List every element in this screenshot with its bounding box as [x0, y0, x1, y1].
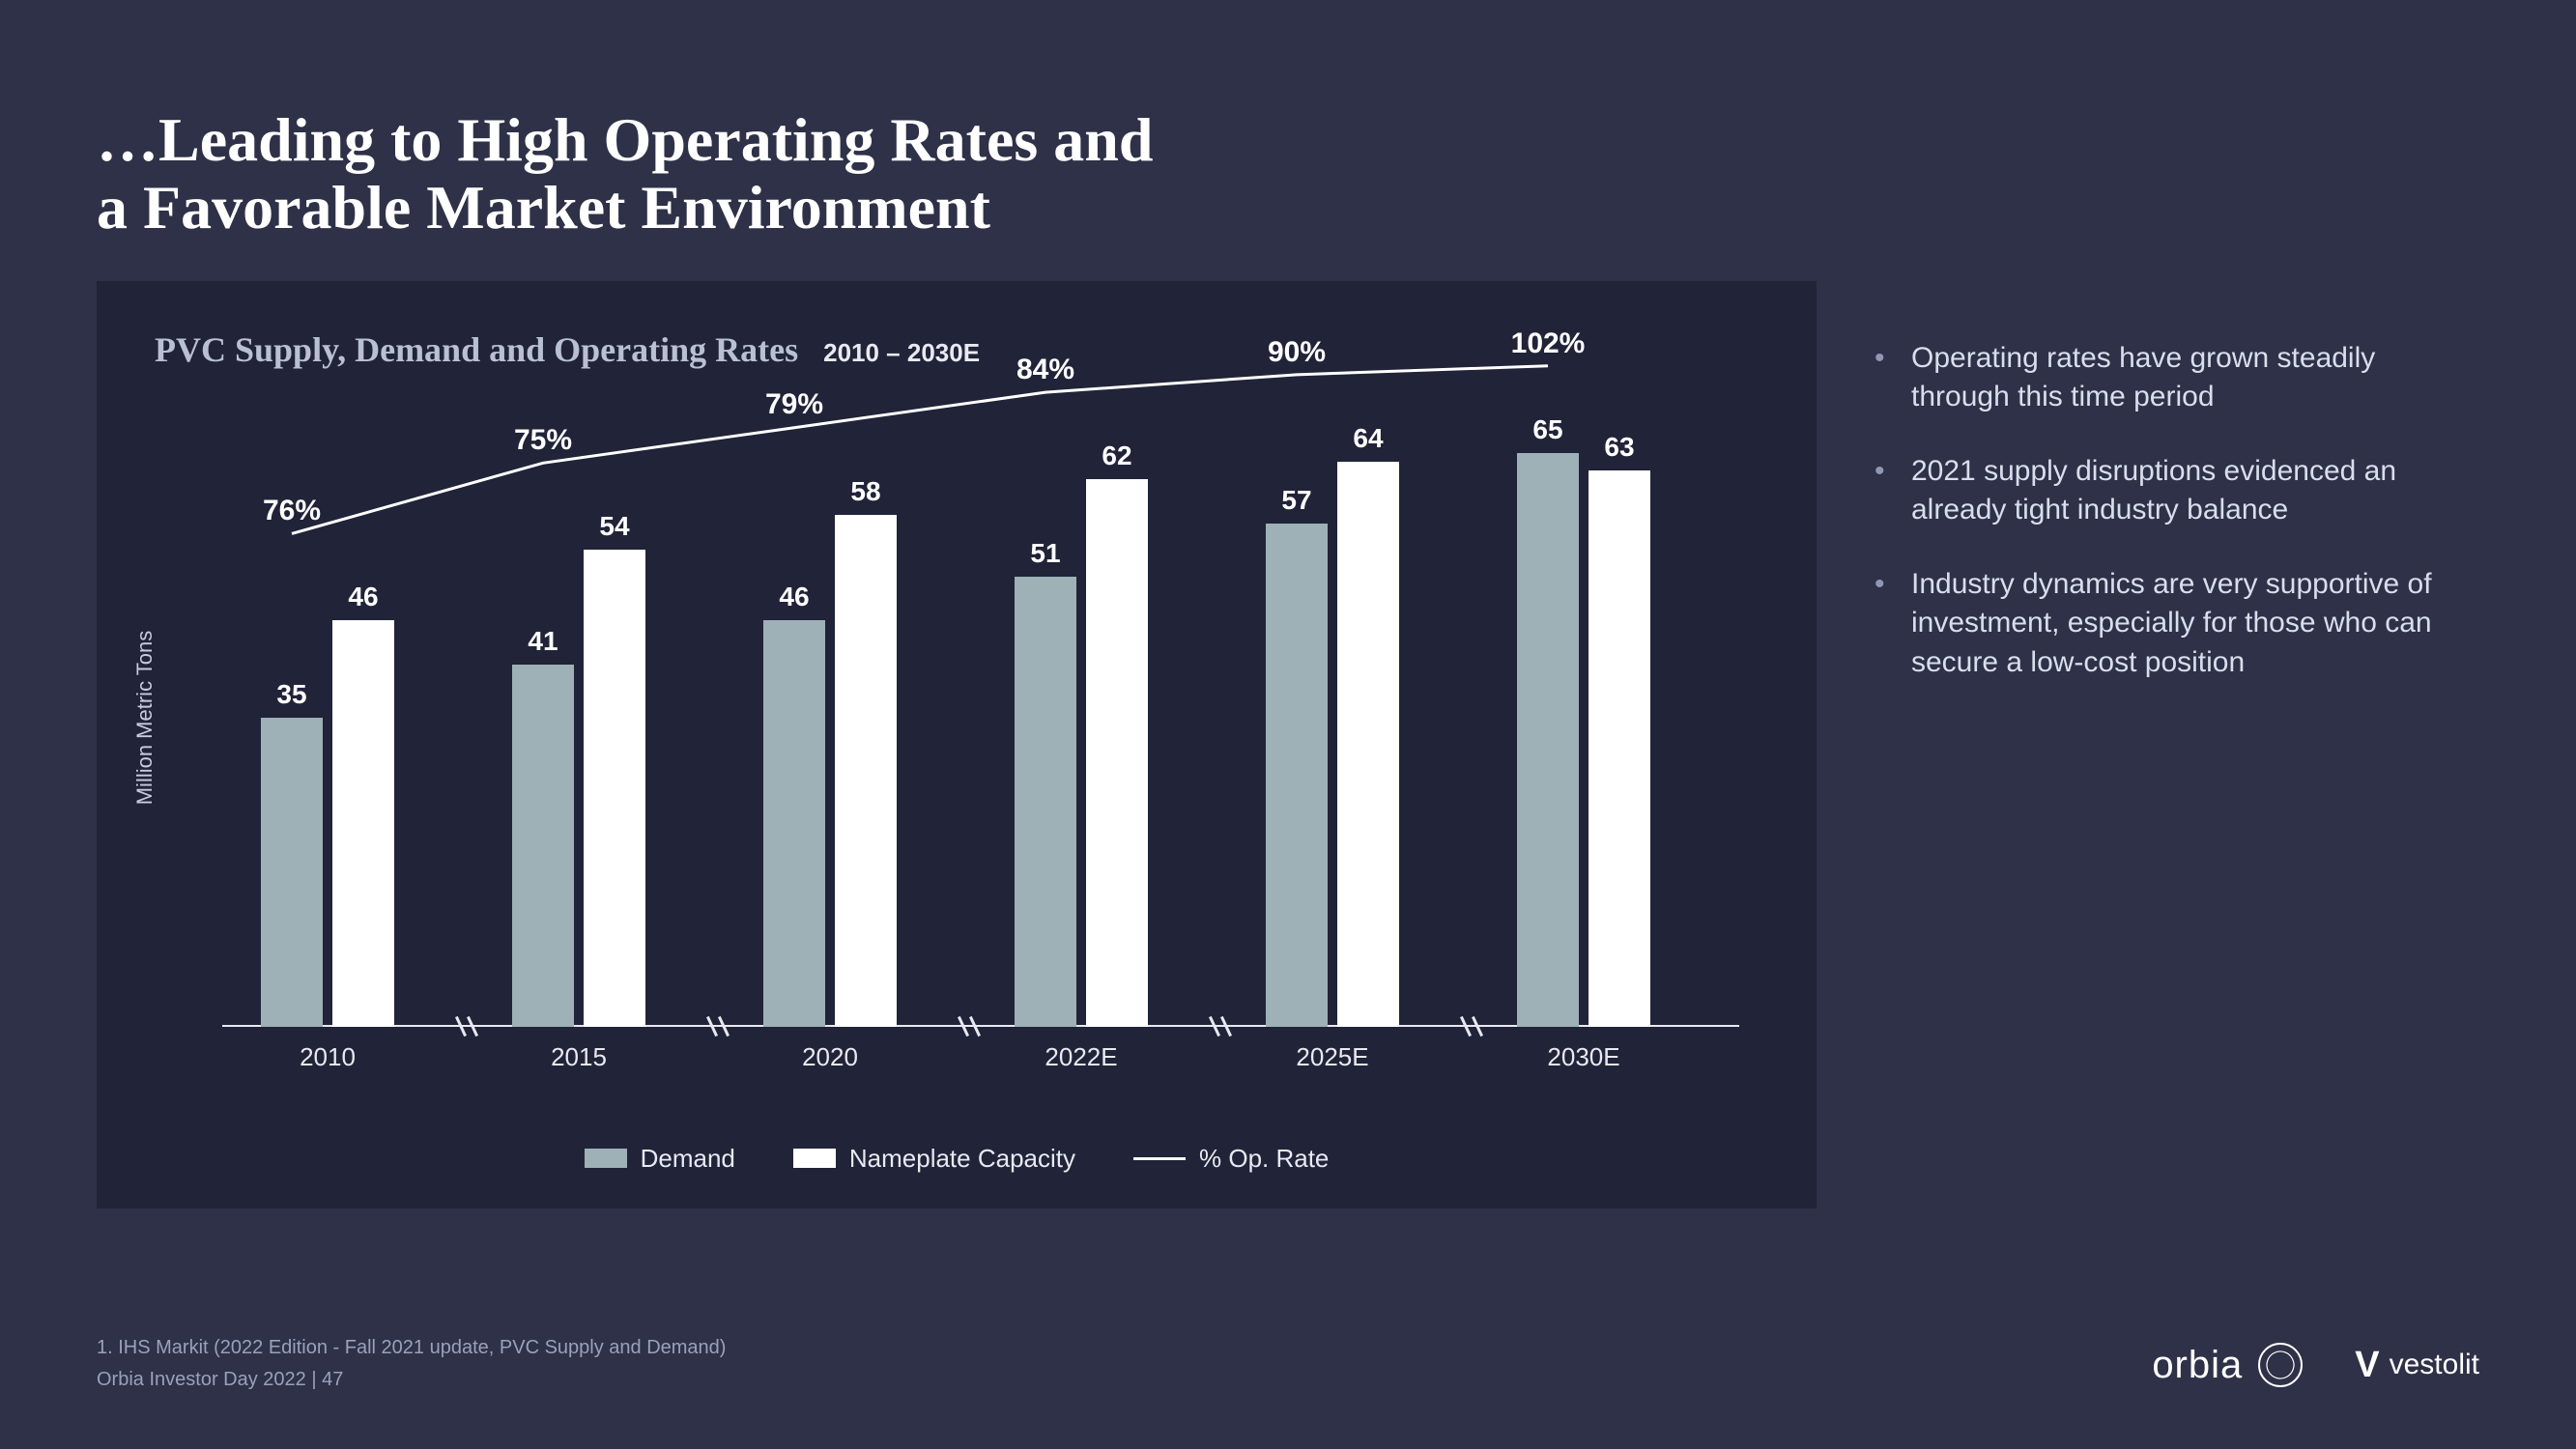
capacity-bar: 54	[584, 550, 645, 1027]
legend-demand-label: Demand	[641, 1144, 735, 1174]
legend-demand: Demand	[585, 1144, 735, 1174]
bar-group: 35462010	[261, 620, 394, 1027]
axis-break-icon	[450, 1013, 483, 1040]
axis-break-icon	[1204, 1013, 1237, 1040]
title-line-1: …Leading to High Operating Rates and	[97, 105, 1153, 174]
axis-break-icon	[1455, 1013, 1488, 1040]
footer-pageline: Orbia Investor Day 2022 | 47	[97, 1369, 726, 1391]
slide-title: …Leading to High Operating Rates and a F…	[97, 106, 2479, 242]
footer-source: 1. IHS Markit (2022 Edition - Fall 2021 …	[97, 1337, 726, 1359]
bullet-item: Operating rates have grown steadily thro…	[1875, 339, 2479, 417]
op-rate-value: 90%	[1268, 336, 1326, 369]
capacity-value: 64	[1353, 423, 1383, 454]
op-rate-value: 79%	[765, 388, 823, 421]
legend-capacity: Nameplate Capacity	[793, 1144, 1075, 1174]
bar-group: 41542015	[512, 550, 645, 1027]
chart-plot: 3546201076%4154201575%4658202079%5162202…	[222, 409, 1739, 1027]
demand-bar: 41	[512, 665, 574, 1027]
legend-rate-swatch	[1133, 1157, 1186, 1160]
capacity-bar: 62	[1086, 479, 1148, 1027]
demand-value: 57	[1281, 485, 1311, 516]
op-rate-value: 102%	[1511, 327, 1586, 360]
vestolit-text: vestolit	[2390, 1349, 2479, 1381]
vestolit-v-icon: V	[2355, 1345, 2379, 1386]
bar-group: 51622022E	[1015, 479, 1148, 1027]
legend-rate-label: % Op. Rate	[1199, 1144, 1329, 1174]
content-row: PVC Supply, Demand and Operating Rates 2…	[97, 281, 2479, 1208]
chart-subtitle: 2010 – 2030E	[823, 338, 980, 368]
bar-group: 46582020	[763, 515, 897, 1027]
title-line-2: a Favorable Market Environment	[97, 173, 990, 242]
capacity-value: 58	[850, 476, 880, 507]
demand-bar: 51	[1015, 577, 1076, 1027]
demand-value: 51	[1030, 538, 1060, 569]
chart-legend: Demand Nameplate Capacity % Op. Rate	[97, 1144, 1817, 1174]
orbia-logo: orbia	[2152, 1339, 2306, 1391]
legend-demand-swatch	[585, 1149, 627, 1168]
slide: …Leading to High Operating Rates and a F…	[0, 0, 2576, 1449]
demand-bar: 35	[261, 718, 323, 1027]
x-tick-label: 2010	[300, 1042, 356, 1072]
demand-bar: 46	[763, 620, 825, 1027]
axis-break-icon	[701, 1013, 734, 1040]
op-rate-value: 76%	[263, 495, 321, 527]
demand-bar: 65	[1517, 453, 1579, 1027]
bullet-item: Industry dynamics are very supportive of…	[1875, 565, 2479, 683]
capacity-value: 54	[599, 511, 629, 542]
chart-panel: PVC Supply, Demand and Operating Rates 2…	[97, 281, 1817, 1208]
demand-value: 65	[1532, 414, 1562, 445]
x-tick-label: 2025E	[1296, 1042, 1368, 1072]
demand-value: 41	[528, 626, 558, 657]
bullet-list: Operating rates have grown steadily thro…	[1875, 281, 2479, 718]
capacity-bar: 58	[835, 515, 897, 1027]
demand-value: 46	[779, 582, 809, 612]
legend-capacity-label: Nameplate Capacity	[849, 1144, 1075, 1174]
bar-group: 57642025E	[1266, 462, 1399, 1027]
x-tick-label: 2015	[551, 1042, 607, 1072]
op-rate-value: 84%	[1016, 354, 1074, 386]
bar-group: 65632030E	[1517, 453, 1650, 1027]
capacity-bar: 64	[1337, 462, 1399, 1027]
x-tick-label: 2022E	[1045, 1042, 1117, 1072]
capacity-value: 63	[1604, 432, 1634, 463]
bullet-item: 2021 supply disruptions evidenced an alr…	[1875, 452, 2479, 530]
orbia-ring-icon	[2254, 1339, 2306, 1391]
orbia-text: orbia	[2152, 1344, 2243, 1387]
demand-value: 35	[276, 679, 306, 710]
capacity-value: 46	[348, 582, 378, 612]
op-rate-line	[222, 409, 1689, 1027]
legend-rate: % Op. Rate	[1133, 1144, 1329, 1174]
chart-area: Million Metric Tons 3546201076%415420157…	[155, 409, 1759, 1027]
x-tick-label: 2030E	[1547, 1042, 1619, 1072]
capacity-bar: 46	[332, 620, 394, 1027]
chart-title: PVC Supply, Demand and Operating Rates	[155, 329, 798, 370]
capacity-bar: 63	[1589, 470, 1650, 1027]
axis-break-icon	[953, 1013, 986, 1040]
y-axis-label: Million Metric Tons	[132, 631, 157, 806]
capacity-value: 62	[1102, 440, 1131, 471]
x-tick-label: 2020	[802, 1042, 858, 1072]
legend-capacity-swatch	[793, 1149, 836, 1168]
logo-row: orbia V vestolit	[2152, 1339, 2479, 1391]
op-rate-value: 75%	[514, 424, 572, 457]
vestolit-logo: V vestolit	[2355, 1345, 2479, 1386]
footer: 1. IHS Markit (2022 Edition - Fall 2021 …	[97, 1337, 726, 1391]
demand-bar: 57	[1266, 524, 1328, 1027]
